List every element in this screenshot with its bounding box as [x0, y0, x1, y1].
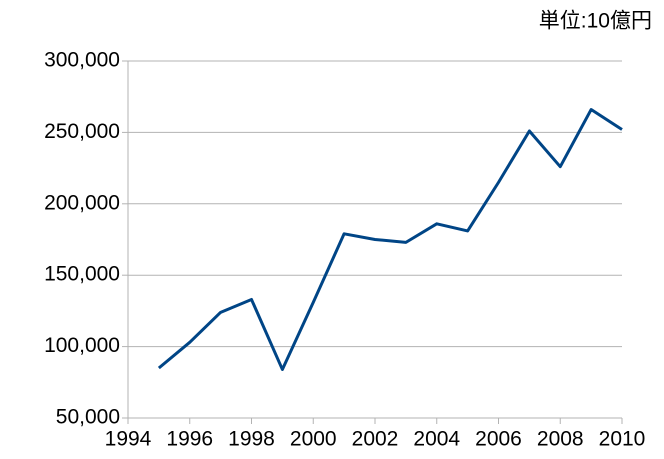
y-tick-label: 150,000	[44, 263, 120, 286]
x-tick-label: 2000	[290, 428, 337, 451]
x-tick-label: 2002	[352, 428, 399, 451]
unit-annotation: 単位:10億円	[539, 10, 652, 33]
x-tick-label: 1994	[105, 428, 152, 451]
y-tick-label: 250,000	[44, 120, 120, 143]
x-tick-label: 2008	[537, 428, 584, 451]
x-tick-label: 2004	[413, 428, 460, 451]
y-tick-label: 300,000	[44, 49, 120, 72]
data-line	[157, 108, 623, 371]
y-tick-label: 50,000	[56, 406, 120, 429]
y-tick-label: 200,000	[44, 191, 120, 214]
x-tick-label: 2010	[599, 428, 646, 451]
y-tick-label: 100,000	[44, 334, 120, 357]
x-tick-label: 1998	[228, 428, 275, 451]
x-tick-label: 1996	[166, 428, 213, 451]
x-tick-label: 2006	[475, 428, 522, 451]
